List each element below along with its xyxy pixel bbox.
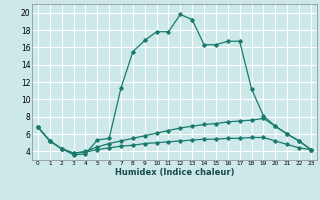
X-axis label: Humidex (Indice chaleur): Humidex (Indice chaleur) (115, 168, 234, 177)
